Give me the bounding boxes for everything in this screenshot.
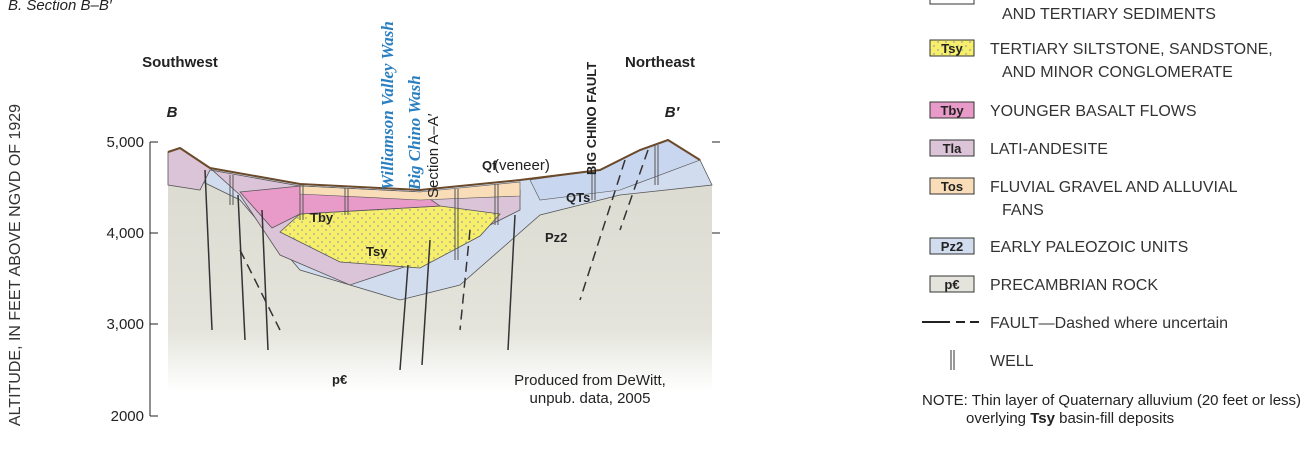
legend-symbol: p€ [944, 277, 959, 292]
direction-label: Northeast [625, 54, 695, 71]
tick-label: 2000 [111, 408, 144, 425]
fault-label: BIG CHINO FAULT [584, 62, 599, 175]
note: NOTE: Thin layer of Quaternary alluvium … [922, 392, 1301, 409]
legend-text: AND TERTIARY SEDIMENTS [1002, 6, 1216, 23]
legend-text: TERTIARY SILTSTONE, SANDSTONE, [990, 41, 1273, 58]
legend-swatch [930, 0, 974, 4]
unit-label: Pz2 [545, 230, 567, 245]
legend-symbol: Tby [940, 103, 964, 118]
note-text: basin-fill deposits [1055, 410, 1174, 427]
legend-text: AND MINOR CONGLOMERATE [1002, 64, 1233, 81]
wash-label: Williamson Valley Wash [378, 21, 397, 190]
legend-symbol: Tla [943, 141, 963, 156]
unit-label: QTs [566, 190, 590, 205]
unit-label: Tsy [366, 244, 388, 259]
note: overlying Tsy basin-fill deposits [966, 410, 1174, 427]
title: B. Section B–B′ [8, 0, 113, 14]
wash-label: Big Chino Wash [405, 75, 424, 191]
tick-label: 4,000 [106, 225, 144, 242]
credit: unpub. data, 2005 [530, 390, 651, 407]
legend-text: LATI-ANDESITE [990, 141, 1108, 158]
figure: B. Section B–B′ ALTITUDE, IN FEET ABOVE … [0, 0, 1315, 452]
section-label: Section A–A′ [425, 113, 442, 198]
credit: Produced from DeWitt, [514, 372, 666, 389]
legend-text: FANS [1002, 202, 1044, 219]
legend-symbol: Tsy [941, 41, 963, 56]
legend-text: WELL [990, 353, 1034, 370]
section-end: B [167, 104, 178, 121]
unit-label: p€ [332, 372, 347, 387]
unit-label: (veneer) [494, 157, 550, 174]
legend-text: PRECAMBRIAN ROCK [990, 277, 1158, 294]
legend-symbol: Tos [941, 179, 963, 194]
note-unit: Tsy [1030, 410, 1055, 427]
tick-label: 3,000 [106, 316, 144, 333]
section-end: B′ [665, 104, 681, 121]
unit-label: Tby [310, 210, 334, 225]
legend-text: EARLY PALEOZOIC UNITS [990, 239, 1188, 256]
legend-symbol: Pz2 [941, 239, 963, 254]
legend: AND TERTIARY SEDIMENTS Tsy TERTIARY SILT… [922, 0, 1301, 427]
tick-label: 5,000 [106, 134, 144, 151]
direction-label: Southwest [142, 54, 218, 71]
note-text: overlying [966, 410, 1030, 427]
legend-text: FAULT—Dashed where uncertain [990, 315, 1228, 332]
legend-text: FLUVIAL GRAVEL AND ALLUVIAL [990, 179, 1238, 196]
legend-text: YOUNGER BASALT FLOWS [990, 103, 1197, 120]
axis-title: ALTITUDE, IN FEET ABOVE NGVD OF 1929 [7, 104, 24, 426]
